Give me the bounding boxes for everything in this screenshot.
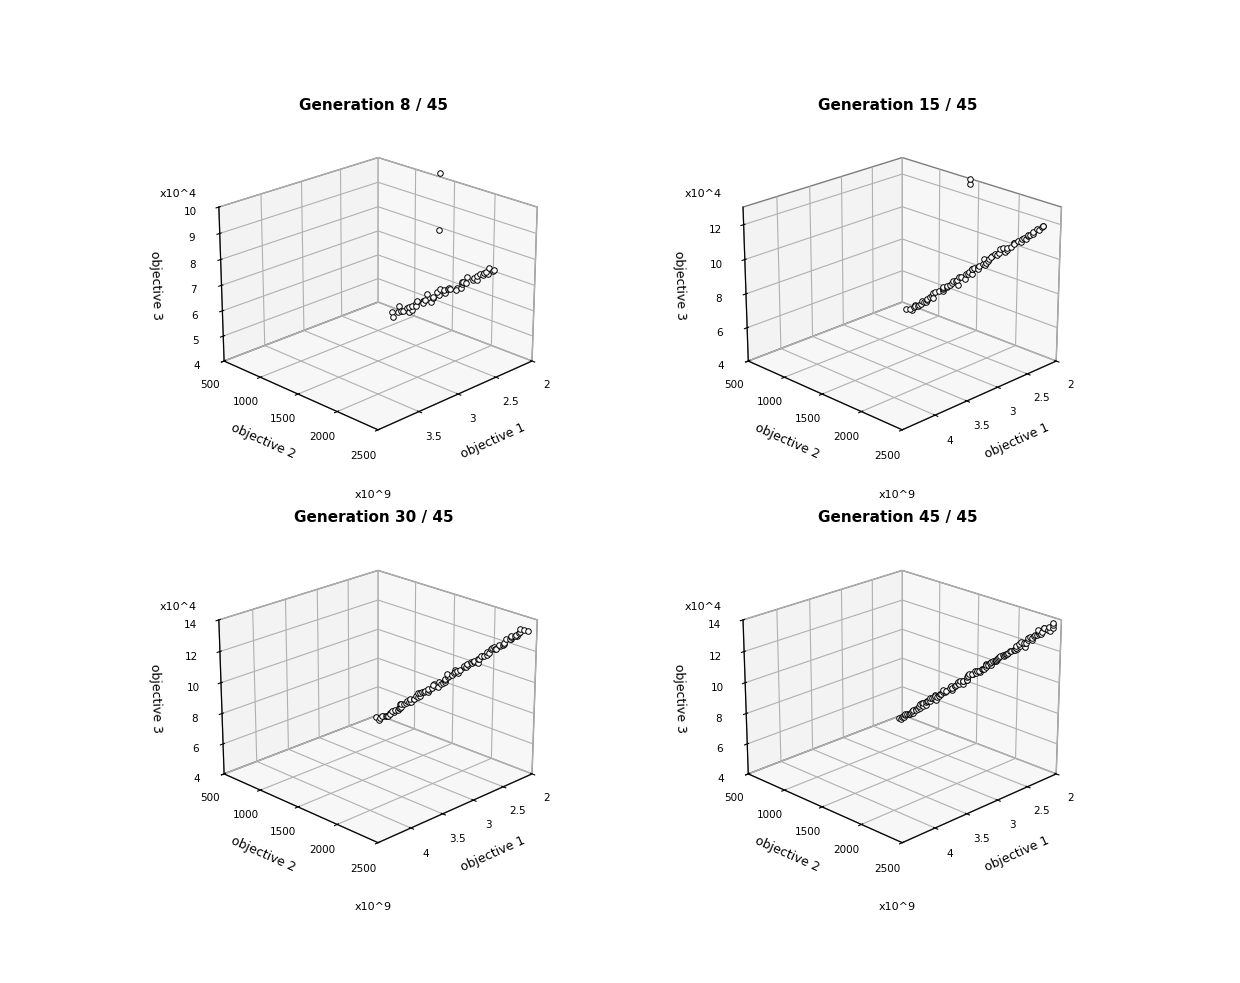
Text: x10^4: x10^4 <box>684 189 722 199</box>
X-axis label: objective 1: objective 1 <box>459 421 527 461</box>
Text: x10^9: x10^9 <box>879 902 916 912</box>
Text: x10^4: x10^4 <box>160 602 197 611</box>
Text: x10^9: x10^9 <box>355 490 392 499</box>
Text: x10^9: x10^9 <box>355 902 392 912</box>
Title: Generation 15 / 45: Generation 15 / 45 <box>818 97 977 113</box>
X-axis label: objective 1: objective 1 <box>982 834 1052 874</box>
Y-axis label: objective 2: objective 2 <box>229 834 298 874</box>
X-axis label: objective 1: objective 1 <box>459 834 527 874</box>
X-axis label: objective 1: objective 1 <box>982 421 1052 461</box>
Y-axis label: objective 2: objective 2 <box>754 421 822 461</box>
Y-axis label: objective 2: objective 2 <box>754 834 822 874</box>
Text: x10^4: x10^4 <box>160 189 197 199</box>
Title: Generation 45 / 45: Generation 45 / 45 <box>817 510 977 526</box>
Title: Generation 30 / 45: Generation 30 / 45 <box>294 510 454 526</box>
Y-axis label: objective 2: objective 2 <box>229 421 298 461</box>
Title: Generation 8 / 45: Generation 8 / 45 <box>299 97 448 113</box>
Text: x10^9: x10^9 <box>879 490 916 499</box>
Text: x10^4: x10^4 <box>684 602 722 611</box>
